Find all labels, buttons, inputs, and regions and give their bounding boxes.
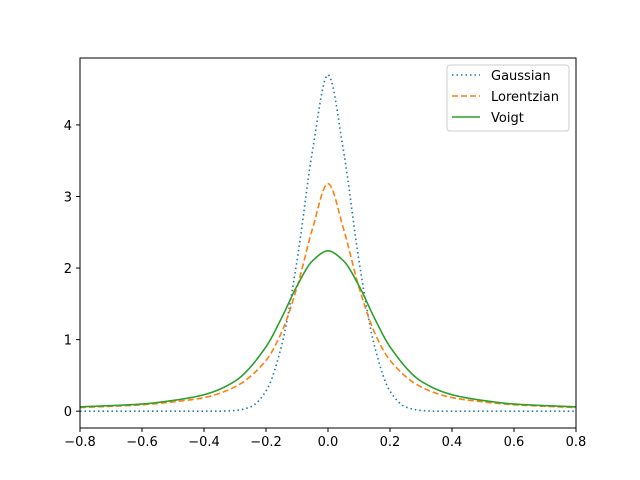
legend-entries: Gaussian Lorentzian Voigt: [452, 69, 559, 126]
y-tick-label: 3: [64, 190, 72, 205]
legend: Gaussian Lorentzian Voigt: [446, 64, 570, 132]
x-tick-label: 0.8: [566, 435, 587, 450]
x-tick-label: −0.6: [126, 435, 158, 450]
y-tick-label: 1: [64, 334, 72, 349]
x-tick-label: −0.8: [64, 435, 96, 450]
legend-box: [446, 64, 570, 132]
legend-label-lorentzian: Lorentzian: [491, 90, 559, 105]
x-tick-label: 0.6: [504, 435, 525, 450]
y-axis: 0 1 2 3 4: [64, 119, 80, 420]
x-tick-label: 0.0: [318, 435, 339, 450]
x-tick-label: 0.4: [442, 435, 463, 450]
legend-label-gaussian: Gaussian: [491, 69, 551, 84]
series-line-voigt: [79, 250, 577, 408]
x-axis: −0.8 −0.6 −0.4 −0.2 0.0 0.2 0.4 0.6 0.8: [64, 428, 586, 450]
x-tick-label: 0.2: [380, 435, 401, 450]
y-tick-label: 4: [64, 119, 72, 134]
series-line-lorentzian: [79, 182, 577, 409]
x-tick-label: −0.2: [250, 435, 282, 450]
series-layer: [79, 74, 577, 412]
x-tick-label: −0.4: [188, 435, 220, 450]
y-tick-label: 2: [64, 262, 72, 277]
y-tick-label: 0: [64, 405, 72, 420]
legend-label-voigt: Voigt: [491, 111, 524, 126]
